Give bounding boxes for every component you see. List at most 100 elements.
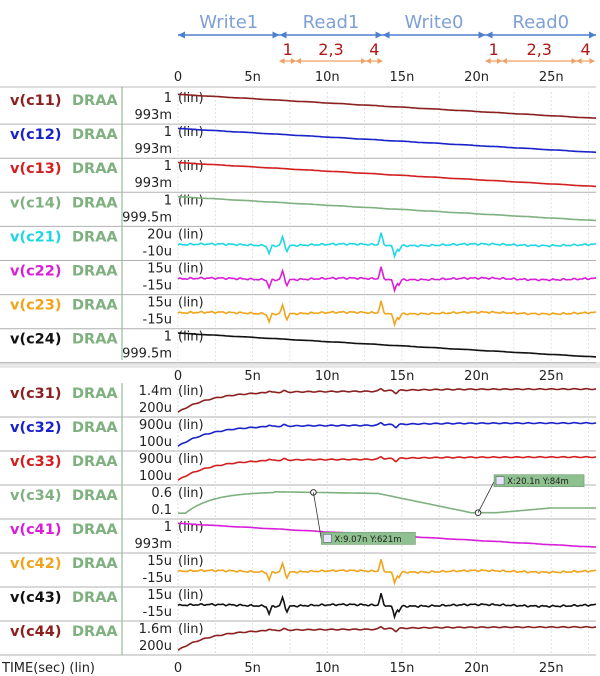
- arrowhead-icon: [377, 58, 383, 64]
- scale-label: (lin): [178, 622, 204, 637]
- trace-model: DRAA: [72, 454, 118, 470]
- trace-line: [177, 387, 597, 413]
- phase-label: Write1: [199, 12, 258, 33]
- trace-line: [177, 593, 597, 620]
- trace-model: DRAA: [72, 127, 118, 143]
- y-bottom-label: 100u: [139, 435, 172, 450]
- cursor-icon: [323, 534, 332, 543]
- subphase-label: 2,3: [527, 40, 552, 59]
- scale-label: (lin): [178, 159, 204, 174]
- trace-name: v(c14): [10, 195, 61, 211]
- arrowhead-icon: [589, 58, 595, 64]
- arrowhead-icon: [501, 58, 507, 64]
- arrowhead-icon: [178, 31, 185, 39]
- top-x-tick-label: 0: [174, 70, 182, 85]
- trace-name: v(c31): [10, 386, 61, 402]
- phase-label: Read1: [303, 12, 360, 33]
- top-x-tick-label: 20n: [464, 70, 489, 85]
- trace-name: v(c21): [10, 229, 61, 245]
- y-bottom-label: 993m: [135, 176, 172, 191]
- bottom-x-tick-label: 25n: [539, 369, 564, 384]
- y-bottom-label: 100u: [139, 469, 172, 484]
- trace-name: v(c23): [10, 298, 61, 314]
- y-bottom-label: -15u: [143, 313, 172, 328]
- y-bottom-label: 993m: [135, 537, 172, 552]
- bottom-x-tick-label: 5n: [244, 369, 261, 384]
- scale-label: (lin): [178, 588, 204, 603]
- y-top-label: 15u: [147, 262, 172, 277]
- y-top-label: 1: [164, 125, 172, 140]
- subphase-label: 1: [283, 40, 293, 59]
- y-top-label: 1: [164, 193, 172, 208]
- y-bottom-label: -15u: [143, 605, 172, 620]
- y-bottom-label: 200u: [139, 639, 172, 654]
- y-bottom-label: 993m: [135, 142, 172, 157]
- trace-line: [177, 455, 597, 481]
- scale-label: (lin): [178, 330, 204, 345]
- bottom-x-tick-label: 0: [174, 369, 182, 384]
- y-top-label: 1.6m: [139, 622, 172, 637]
- bottom-x-tick-label: 10n: [315, 369, 340, 384]
- trace-model: DRAA: [72, 332, 118, 348]
- trace-model: DRAA: [72, 161, 118, 177]
- cursor-label-box: [321, 532, 416, 545]
- phase-label: Read0: [512, 12, 569, 33]
- scale-label: (lin): [178, 262, 204, 277]
- trace-line: [178, 195, 597, 222]
- cursor-icon: [495, 476, 505, 485]
- arrowhead-icon: [295, 58, 301, 64]
- y-bottom-label: 999.5m: [122, 347, 172, 362]
- y-top-label: 1: [164, 91, 172, 106]
- y-top-label: 1: [164, 159, 172, 174]
- trace-line: [178, 490, 596, 515]
- scale-label: (lin): [178, 193, 204, 208]
- trace-line: [178, 161, 597, 188]
- y-top-label: 1.4m: [139, 384, 172, 399]
- trace-line: [177, 625, 597, 651]
- scale-label: (lin): [178, 452, 204, 467]
- trace-line: [177, 421, 597, 447]
- trace-line: [178, 332, 597, 358]
- trace-line: [177, 232, 597, 260]
- trace-name: v(c12): [10, 127, 61, 143]
- arrowhead-icon: [478, 31, 486, 39]
- y-bottom-label: 999.5m: [122, 210, 172, 225]
- trace-name: v(c33): [10, 454, 61, 470]
- trace-line: [177, 266, 597, 294]
- y-bottom-label: -15u: [143, 571, 172, 586]
- trace-name: v(c32): [10, 420, 61, 436]
- trace-model: DRAA: [72, 590, 118, 606]
- y-top-label: 0.6: [151, 486, 172, 501]
- subphase-label: 1: [489, 40, 499, 59]
- trace-model: DRAA: [72, 624, 118, 640]
- arrowhead-icon: [589, 31, 596, 39]
- arrowhead-icon: [366, 58, 372, 64]
- top-x-tick-label: 15n: [390, 70, 415, 85]
- y-top-label: 1: [164, 330, 172, 345]
- top-x-tick-label: 10n: [315, 70, 340, 85]
- trace-line: [177, 300, 597, 328]
- trace-name: v(c43): [10, 590, 61, 606]
- y-top-label: 20u: [147, 227, 172, 242]
- trace-model: DRAA: [72, 264, 118, 280]
- cursor-leader: [313, 492, 322, 540]
- scale-label: (lin): [178, 520, 204, 535]
- scale-label: (lin): [178, 125, 204, 140]
- trace-name: v(c22): [10, 264, 61, 280]
- trace-name: v(c44): [10, 624, 61, 640]
- bottom-x-tick-label: 15n: [390, 369, 415, 384]
- trace-name: v(c13): [10, 161, 61, 177]
- subphase-label: 4: [369, 40, 379, 59]
- trace-line: [178, 93, 597, 119]
- trace-model: DRAA: [72, 386, 118, 402]
- axis-x-tick-label: 0: [174, 661, 182, 676]
- axis-x-tick-label: 20n: [464, 661, 489, 676]
- axis-x-tick-label: 10n: [315, 661, 340, 676]
- scale-label: (lin): [178, 418, 204, 433]
- cursor-label: X:20.1n Y:84m: [507, 477, 569, 487]
- trace-model: DRAA: [72, 488, 118, 504]
- y-top-label: 15u: [147, 296, 172, 311]
- trace-model: DRAA: [72, 522, 118, 538]
- cursor-leader: [477, 481, 495, 513]
